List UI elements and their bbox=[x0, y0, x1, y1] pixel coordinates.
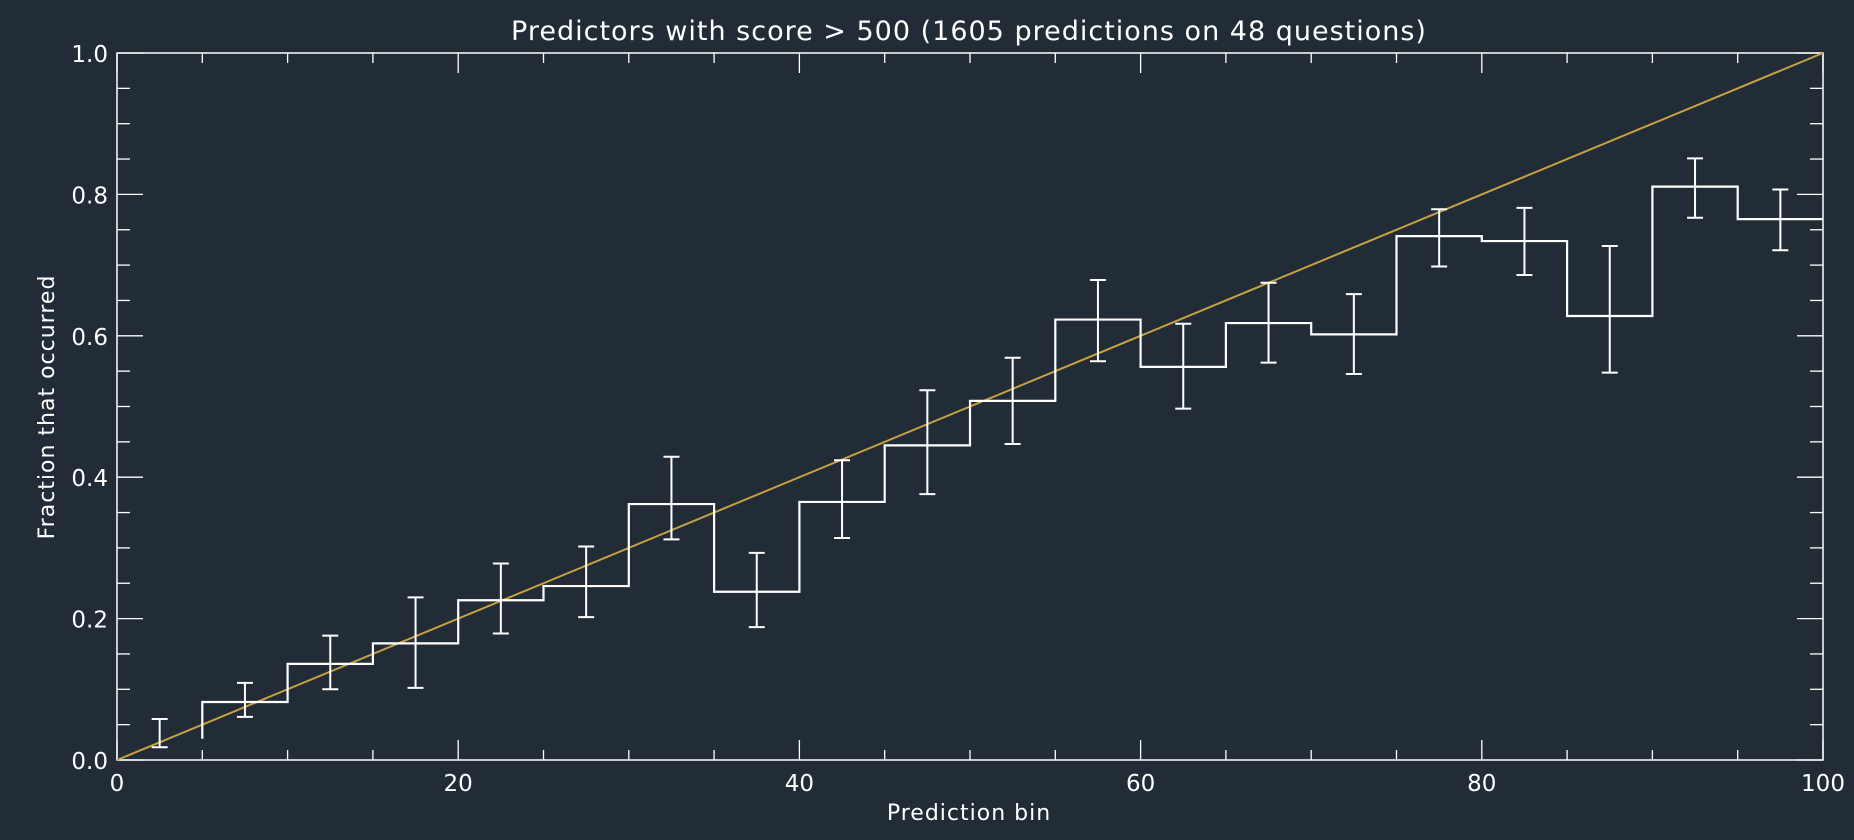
y-axis-label: Fraction that occurred bbox=[35, 275, 60, 540]
error-bar bbox=[1687, 157, 1704, 219]
y-tick-label: 0.0 bbox=[71, 749, 108, 775]
calibration-step-line bbox=[201, 185, 1823, 739]
error-bar bbox=[1175, 322, 1192, 410]
x-axis-label: Prediction bin bbox=[887, 801, 1051, 826]
error-bar bbox=[919, 389, 936, 496]
error-bars bbox=[151, 157, 1789, 749]
error-bar bbox=[322, 634, 339, 691]
x-tick-label: 100 bbox=[1801, 771, 1845, 797]
error-bar bbox=[748, 551, 765, 629]
error-bar bbox=[492, 562, 509, 635]
y-tick-label: 0.8 bbox=[71, 183, 108, 209]
y-tick-label: 0.6 bbox=[71, 325, 108, 351]
error-bar bbox=[1772, 188, 1789, 252]
x-tick-label: 80 bbox=[1467, 771, 1496, 797]
error-bar bbox=[236, 681, 253, 718]
y-tick-label: 0.4 bbox=[71, 466, 108, 492]
error-bar bbox=[834, 459, 851, 540]
x-tick-label: 40 bbox=[785, 771, 814, 797]
error-bar bbox=[1516, 206, 1533, 276]
error-bar bbox=[663, 455, 680, 541]
error-bar bbox=[151, 717, 168, 749]
error-bar bbox=[1004, 356, 1021, 445]
error-bar bbox=[1260, 281, 1277, 364]
tick-labels: 0 20 40 60 80 100 0.0 0.2 0.4 0.6 0.8 1.0 bbox=[71, 42, 1845, 797]
plot-frame bbox=[116, 52, 1824, 761]
x-tick-label: 60 bbox=[1126, 771, 1155, 797]
error-bar bbox=[407, 596, 424, 689]
error-bar bbox=[578, 545, 595, 619]
x-tick-label: 20 bbox=[444, 771, 473, 797]
y-tick-label: 0.2 bbox=[71, 608, 108, 634]
error-bar bbox=[1089, 278, 1106, 363]
y-tick-label: 1.0 bbox=[71, 42, 108, 68]
error-bar bbox=[1345, 293, 1362, 375]
x-tick-label: 0 bbox=[110, 771, 125, 797]
error-bar bbox=[1601, 245, 1618, 374]
error-bar bbox=[1431, 208, 1448, 268]
chart-title: Predictors with score > 500 (1605 predic… bbox=[511, 16, 1427, 47]
